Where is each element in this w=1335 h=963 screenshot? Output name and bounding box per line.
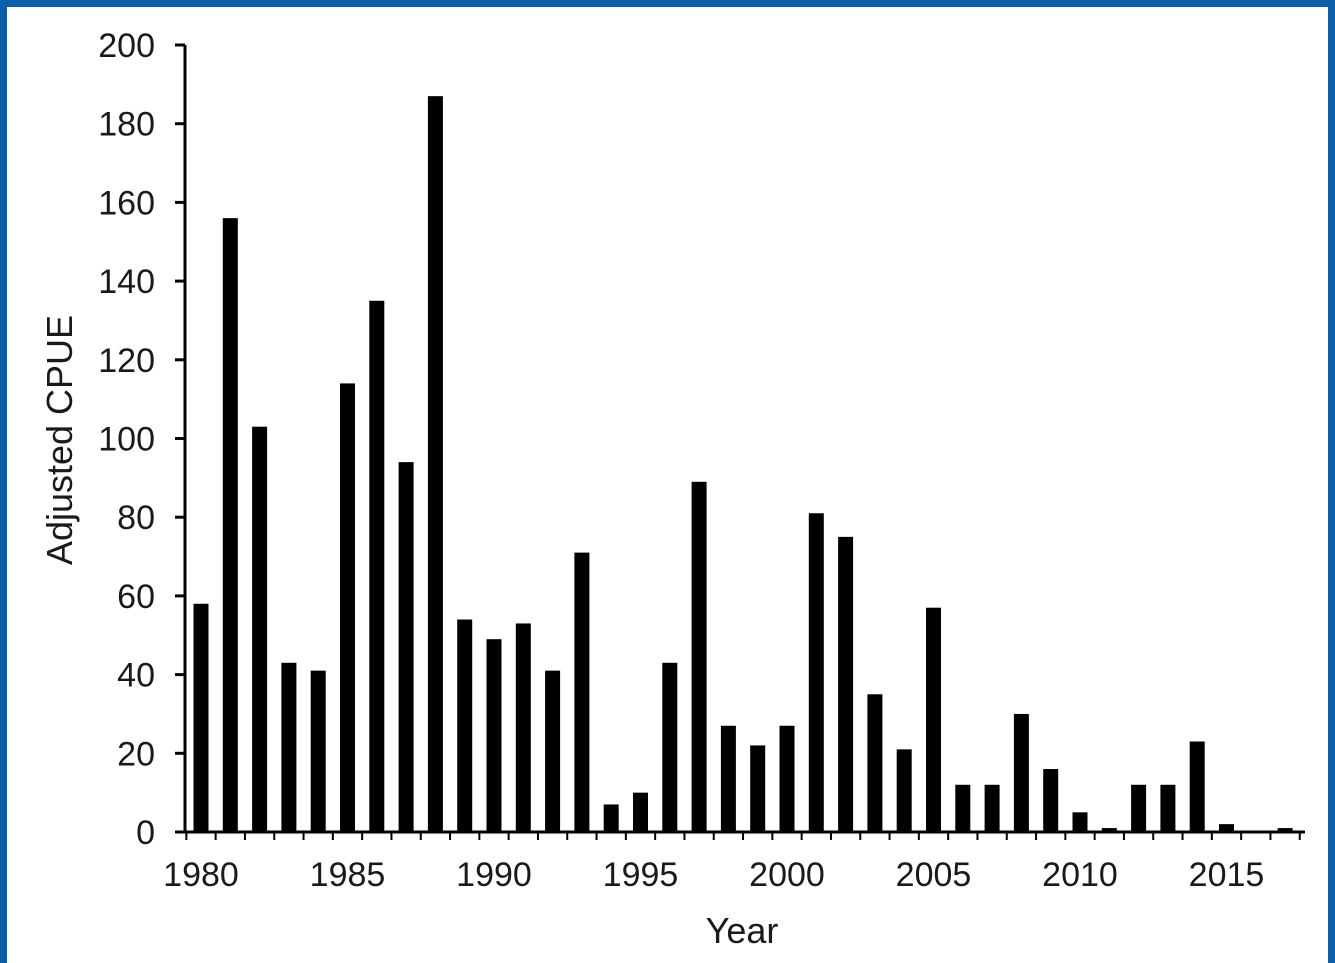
bar-2017 [1277, 828, 1293, 832]
bar-2014 [1189, 741, 1205, 832]
bar-2008 [1013, 713, 1029, 832]
bar-2013 [1160, 784, 1176, 832]
bar-1998 [720, 725, 736, 832]
x-axis-ticks: 1980 1985 1990 1995 2000 2005 2010 2015 [163, 832, 1301, 894]
y-axis-title: Adjusted CPUE [39, 315, 80, 565]
bar-2010 [1072, 812, 1088, 832]
y-tick-label: 200 [98, 27, 155, 65]
x-tick-label: 2010 [1042, 856, 1118, 894]
bar-1987 [398, 462, 414, 832]
bar-1997 [691, 481, 707, 832]
y-tick-label: 0 [136, 814, 155, 852]
bar-2005 [926, 607, 941, 832]
bar-2000 [779, 725, 795, 832]
x-axis-title: Year [706, 910, 779, 951]
bar-1986 [369, 300, 385, 832]
bar-2003 [867, 694, 883, 832]
y-tick-label: 120 [98, 342, 155, 380]
chart-frame: 0 20 40 60 80 100 120 140 160 180 200 1980 1985 1990… [7, 7, 1328, 963]
bar-1983 [281, 662, 297, 832]
y-tick-label: 80 [117, 499, 155, 537]
y-tick-label: 160 [98, 184, 155, 222]
bar-2004 [896, 749, 912, 832]
bar-1994 [603, 804, 619, 832]
bar-1985 [340, 383, 355, 832]
x-tick-label: 2005 [896, 856, 972, 894]
bar-1982 [252, 426, 268, 832]
bar-2011 [1101, 828, 1117, 832]
bar-1992 [545, 670, 561, 832]
bar-2009 [1043, 769, 1059, 832]
x-tick-label: 1985 [310, 856, 386, 894]
x-tick-label: 1980 [163, 856, 239, 894]
bar-1981 [222, 218, 238, 832]
bar-1991 [515, 623, 531, 832]
y-tick-label: 40 [117, 657, 155, 695]
bar-2006 [955, 784, 971, 832]
y-tick-label: 140 [98, 263, 155, 301]
x-tick-label: 1990 [456, 856, 532, 894]
bar-1999 [750, 745, 766, 832]
bar-1984 [310, 670, 326, 832]
x-tick-label: 1995 [603, 856, 679, 894]
bar-1996 [662, 662, 678, 832]
bar-2015 [1219, 824, 1234, 832]
y-tick-label: 60 [117, 578, 155, 616]
y-axis-ticks: 0 20 40 60 80 100 120 140 160 180 200 [98, 27, 185, 852]
bar-1989 [457, 619, 473, 832]
y-tick-label: 100 [98, 421, 155, 459]
bar-1988 [427, 96, 443, 832]
bar-1995 [633, 792, 648, 832]
bar-2002 [838, 536, 854, 832]
bar-1993 [574, 552, 590, 832]
bar-1990 [486, 639, 502, 832]
y-tick-label: 180 [98, 106, 155, 144]
x-tick-label: 2015 [1189, 856, 1265, 894]
bar-2007 [984, 784, 1000, 832]
bar-2012 [1131, 784, 1147, 832]
x-tick-label: 2000 [749, 856, 825, 894]
bar-2001 [808, 513, 824, 832]
bar-series [193, 96, 1293, 832]
y-tick-label: 20 [117, 735, 155, 773]
bar-1980 [193, 603, 209, 832]
